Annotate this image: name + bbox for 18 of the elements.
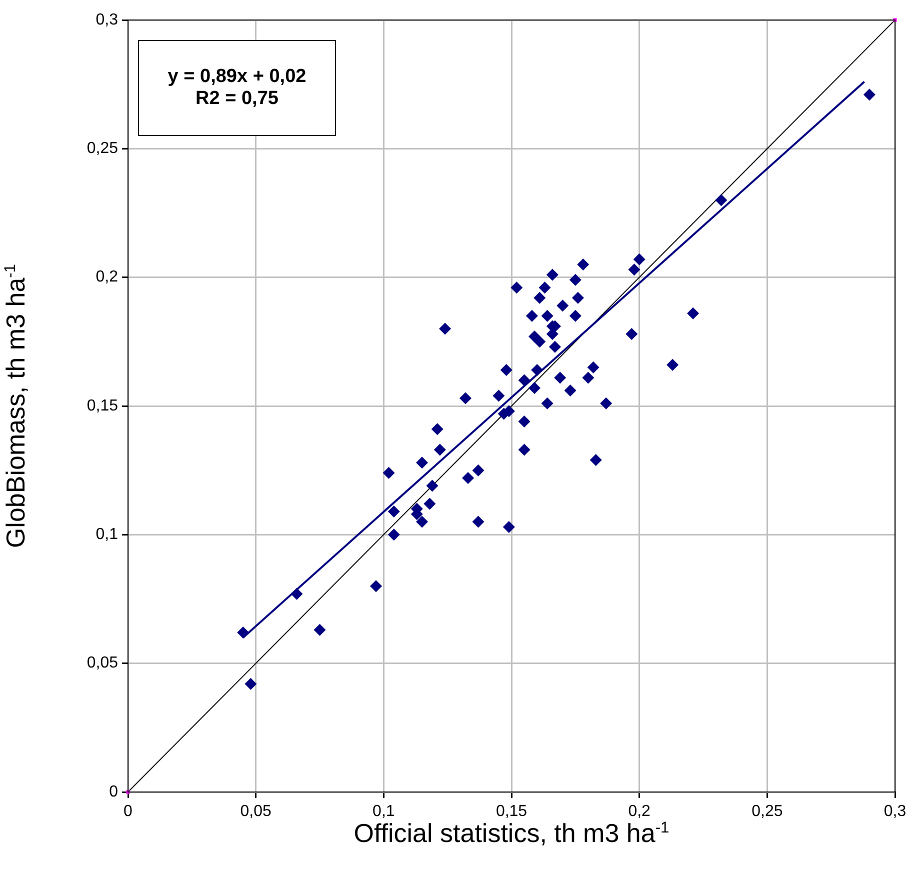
y-tick-label: 0,05 <box>86 654 118 672</box>
y-tick-label: 0,25 <box>86 140 118 158</box>
y-tick-label: 0,1 <box>96 526 118 544</box>
x-tick-label: 0,15 <box>496 803 528 820</box>
x-tick-label: 0,1 <box>372 803 395 820</box>
y-tick-label: 0,2 <box>96 268 118 286</box>
x-tick-label: 0 <box>124 803 133 820</box>
y-tick-label: 0,15 <box>86 397 118 414</box>
x-axis-title: Official statistics, th m3 ha$^{-1}$ <box>354 818 670 848</box>
x-tick-label: 0,3 <box>884 803 906 820</box>
x-tick-label: 0,05 <box>240 803 272 820</box>
y-tick-label: 0 <box>109 783 118 800</box>
y-tick-label: 0,3 <box>96 11 118 28</box>
annotation: y = 0,89x + 0,02 <box>166 66 308 88</box>
x-tick-label: 0,2 <box>628 803 651 820</box>
text-box: y = 0,89x + 0,02 R2 = 0,75 <box>138 40 336 136</box>
x-tick-label: 0,25 <box>752 803 783 820</box>
annotation: R2 = 0,75 <box>194 88 280 110</box>
